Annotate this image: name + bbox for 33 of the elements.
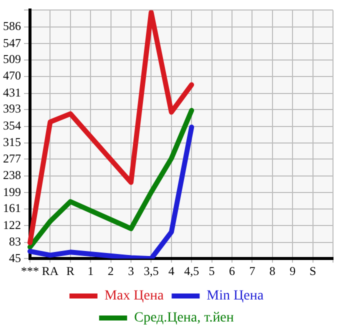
y-tick-label: 199 (3, 184, 21, 199)
x-tick-label: 3,5 (144, 264, 159, 278)
x-tick-label: 5 (208, 264, 215, 278)
x-tick-label: 6 (229, 264, 235, 278)
y-tick-label: 547 (3, 36, 21, 50)
x-tick-label: R (66, 264, 74, 278)
y-tick-label: 83 (9, 234, 21, 248)
y-tick-label: 354 (3, 118, 21, 132)
y-tick-label: 315 (3, 135, 21, 150)
legend-label: Max Цена (104, 288, 164, 304)
x-tick-label: S (309, 264, 316, 278)
y-tick-label: 393 (3, 102, 21, 116)
x-tick-label: 8 (269, 264, 276, 278)
x-tick-label: 1 (88, 264, 94, 278)
y-tick-label: 470 (3, 68, 21, 83)
x-tick-label: 3 (128, 264, 134, 278)
y-tick-label: 586 (3, 19, 21, 34)
x-tick-label: *** (21, 264, 39, 278)
x-tick-label: 4 (168, 264, 174, 278)
y-tick-label: 45 (9, 250, 21, 265)
y-tick-label: 431 (3, 85, 21, 100)
x-tick-label: 4,5 (184, 264, 200, 278)
x-tick-label: 7 (249, 264, 256, 278)
y-tick-label: 277 (3, 151, 21, 166)
legend-label: Min Цена (206, 288, 264, 304)
y-tick-label: 509 (3, 52, 21, 66)
y-tick-label: 238 (3, 168, 21, 182)
x-tick-label: RA (42, 264, 59, 278)
legend-label: Сред.Цена, т.йен (134, 310, 234, 326)
x-tick-label: 9 (290, 264, 296, 278)
x-tick-label: 2 (108, 264, 114, 278)
y-tick-label: 161 (3, 201, 21, 216)
y-tick-label: 122 (3, 218, 21, 232)
